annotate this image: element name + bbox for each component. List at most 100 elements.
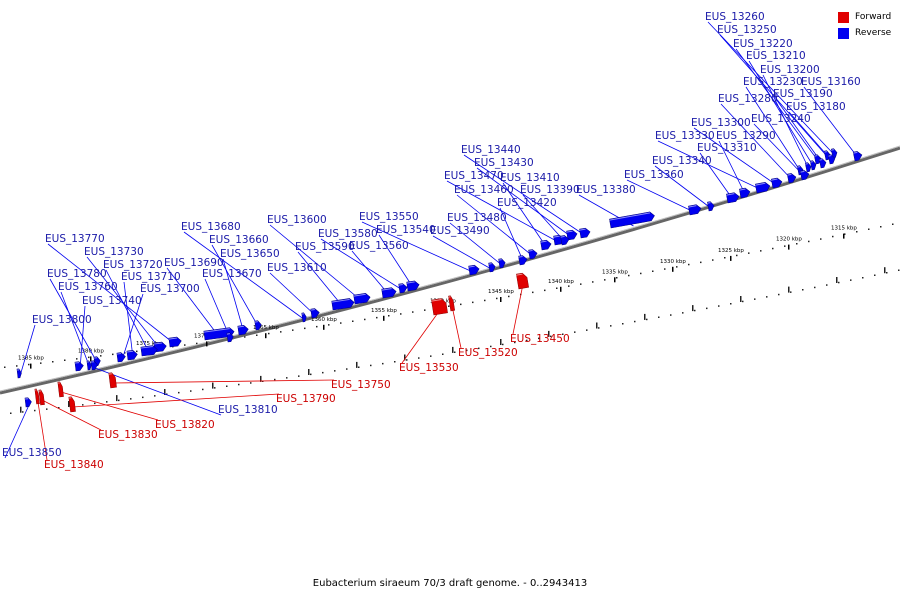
gene-label[interactable]: EUS_13180 xyxy=(786,101,846,113)
gene-label[interactable]: EUS_13410 xyxy=(500,172,560,184)
gene-glyph[interactable] xyxy=(852,151,863,162)
gene-glyph[interactable] xyxy=(560,235,570,246)
gene-glyph[interactable] xyxy=(74,361,84,372)
gene-label[interactable]: EUS_13750 xyxy=(331,379,391,391)
gene-label[interactable]: EUS_13450 xyxy=(510,333,570,345)
gene-glyph[interactable] xyxy=(310,308,320,319)
gene-label[interactable]: EUS_13220 xyxy=(733,38,793,50)
gene-label[interactable]: EUS_13240 xyxy=(751,113,811,125)
gene-glyph[interactable] xyxy=(809,160,817,171)
gene-label[interactable]: EUS_13490 xyxy=(430,225,490,237)
gene-glyph[interactable] xyxy=(688,204,702,216)
gene-glyph[interactable] xyxy=(498,258,506,269)
gene-glyph[interactable] xyxy=(739,187,751,199)
gene-label[interactable]: EUS_13800 xyxy=(32,314,92,326)
gene-glyph[interactable] xyxy=(488,262,496,273)
gene-glyph[interactable] xyxy=(579,227,591,239)
gene-glyph[interactable] xyxy=(301,312,307,323)
gene-label[interactable]: EUS_13810 xyxy=(218,404,278,416)
gene-label[interactable]: EUS_13680 xyxy=(181,221,241,233)
gene-label[interactable]: EUS_13730 xyxy=(84,246,144,258)
gene-glyph[interactable] xyxy=(353,293,371,305)
gene-glyph[interactable] xyxy=(818,158,827,169)
gene-label[interactable]: EUS_13520 xyxy=(458,347,518,359)
gene-label[interactable]: EUS_13850 xyxy=(2,447,62,459)
gene-label[interactable]: EUS_13390 xyxy=(520,184,580,196)
gene-glyph[interactable] xyxy=(516,272,529,290)
gene-label[interactable]: EUS_13550 xyxy=(359,211,419,223)
gene-label[interactable]: EUS_13830 xyxy=(98,429,158,441)
gene-label[interactable]: EUS_13650 xyxy=(220,248,280,260)
gene-label[interactable]: EUS_13420 xyxy=(497,197,557,209)
gene-glyph[interactable] xyxy=(331,298,355,311)
gene-glyph[interactable] xyxy=(86,360,92,371)
gene-glyph[interactable] xyxy=(68,396,76,413)
gene-label[interactable]: EUS_13760 xyxy=(58,281,118,293)
gene-glyph[interactable] xyxy=(126,350,138,361)
gene-glyph[interactable] xyxy=(528,249,538,260)
gene-label[interactable]: EUS_13310 xyxy=(697,142,757,154)
gene-label[interactable]: EUS_13700 xyxy=(140,283,200,295)
gene-label[interactable]: EUS_13560 xyxy=(349,240,409,252)
gene-label[interactable]: EUS_13710 xyxy=(121,271,181,283)
gene-label[interactable]: EUS_13300 xyxy=(691,117,751,129)
gene-label[interactable]: EUS_13260 xyxy=(705,11,765,23)
gene-label[interactable]: EUS_13230 xyxy=(743,76,803,88)
gene-glyph[interactable] xyxy=(518,255,528,266)
gene-glyph[interactable] xyxy=(57,381,64,398)
gene-glyph[interactable] xyxy=(799,170,810,181)
gene-label[interactable]: EUS_13290 xyxy=(716,130,776,142)
gene-glyph[interactable] xyxy=(707,201,715,212)
gene-glyph[interactable] xyxy=(448,295,456,312)
gene-glyph[interactable] xyxy=(140,345,158,357)
gene-label[interactable]: EUS_13340 xyxy=(652,155,712,167)
gene-glyph[interactable] xyxy=(38,389,45,406)
gene-label[interactable]: EUS_13430 xyxy=(474,157,534,169)
gene-label[interactable]: EUS_13250 xyxy=(717,24,777,36)
gene-label[interactable]: EUS_13660 xyxy=(209,234,269,246)
gene-glyph[interactable] xyxy=(726,192,740,204)
gene-label[interactable]: EUS_13280 xyxy=(718,93,778,105)
gene-glyph[interactable] xyxy=(754,181,771,194)
gene-label[interactable]: EUS_13600 xyxy=(267,214,327,226)
gene-label[interactable]: EUS_13740 xyxy=(82,295,142,307)
gene-glyph[interactable] xyxy=(203,327,235,341)
gene-glyph[interactable] xyxy=(168,336,182,348)
gene-label[interactable]: EUS_13460 xyxy=(454,184,514,196)
gene-glyph[interactable] xyxy=(24,397,32,408)
gene-glyph[interactable] xyxy=(827,154,836,165)
gene-glyph[interactable] xyxy=(609,211,655,229)
gene-glyph[interactable] xyxy=(34,388,40,405)
gene-glyph[interactable] xyxy=(237,324,249,336)
gene-glyph[interactable] xyxy=(431,298,448,316)
gene-glyph[interactable] xyxy=(804,162,812,173)
gene-glyph[interactable] xyxy=(226,332,234,343)
gene-glyph[interactable] xyxy=(540,239,552,251)
gene-glyph[interactable] xyxy=(116,352,126,363)
gene-glyph[interactable] xyxy=(381,287,397,299)
gene-label[interactable]: EUS_13360 xyxy=(624,169,684,181)
gene-label[interactable]: EUS_13720 xyxy=(103,259,163,271)
gene-label[interactable]: EUS_13690 xyxy=(164,257,224,269)
gene-glyph[interactable] xyxy=(786,173,797,184)
gene-label[interactable]: EUS_13470 xyxy=(444,170,504,182)
gene-label[interactable]: EUS_13200 xyxy=(760,64,820,76)
gene-label[interactable]: EUS_13480 xyxy=(447,212,507,224)
gene-glyph[interactable] xyxy=(16,368,22,379)
gene-label[interactable]: EUS_13580 xyxy=(318,228,378,240)
gene-label[interactable]: EUS_13820 xyxy=(155,419,215,431)
gene-glyph[interactable] xyxy=(108,372,117,389)
gene-label[interactable]: EUS_13530 xyxy=(399,362,459,374)
gene-label[interactable]: EUS_13190 xyxy=(773,88,833,100)
gene-glyph[interactable] xyxy=(254,320,262,331)
gene-glyph[interactable] xyxy=(90,360,98,371)
gene-label[interactable]: EUS_13770 xyxy=(45,233,105,245)
gene-label[interactable]: EUS_13160 xyxy=(801,76,861,88)
gene-label[interactable]: EUS_13780 xyxy=(47,268,107,280)
gene-label[interactable]: EUS_13440 xyxy=(461,144,521,156)
gene-label[interactable]: EUS_13210 xyxy=(746,50,806,62)
gene-glyph[interactable] xyxy=(398,283,408,294)
gene-label[interactable]: EUS_13590 xyxy=(295,241,355,253)
gene-label[interactable]: EUS_13790 xyxy=(276,393,336,405)
gene-label[interactable]: EUS_13670 xyxy=(202,268,262,280)
